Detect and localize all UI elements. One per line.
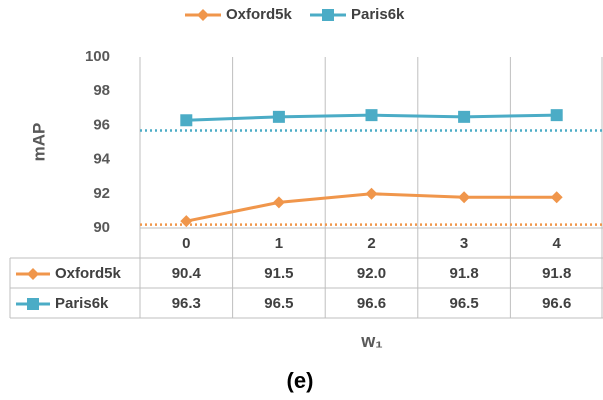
x-tick-label: 3 bbox=[460, 235, 468, 252]
table-value: 91.5 bbox=[264, 265, 293, 282]
y-tick-label: 94 bbox=[93, 151, 110, 168]
x-tick-label: 4 bbox=[553, 235, 562, 252]
marker bbox=[322, 9, 334, 21]
row-label: Paris6k bbox=[55, 295, 109, 312]
x-tick-label: 2 bbox=[367, 235, 375, 252]
x-tick-label: 0 bbox=[182, 235, 190, 252]
table-value: 92.0 bbox=[357, 265, 386, 282]
y-tick-label: 92 bbox=[93, 185, 110, 202]
table-value: 90.4 bbox=[172, 265, 202, 282]
y-tick-label: 96 bbox=[93, 116, 110, 133]
marker bbox=[550, 191, 563, 204]
y-axis-label: mAP bbox=[29, 123, 48, 162]
table-value: 96.5 bbox=[449, 295, 478, 312]
table-value: 96.3 bbox=[172, 295, 201, 312]
table-value: 91.8 bbox=[542, 265, 571, 282]
marker bbox=[180, 215, 193, 228]
table-value: 96.6 bbox=[357, 295, 386, 312]
row-label: Oxford5k bbox=[55, 265, 122, 282]
y-tick-label: 98 bbox=[93, 82, 110, 99]
x-axis-label: w₁ bbox=[360, 331, 382, 351]
marker bbox=[272, 196, 285, 209]
legend-label: Paris6k bbox=[351, 6, 405, 23]
marker bbox=[180, 114, 193, 127]
marker bbox=[365, 187, 378, 200]
marker bbox=[197, 9, 209, 21]
marker bbox=[272, 110, 285, 123]
x-tick-label: 1 bbox=[275, 235, 283, 252]
marker bbox=[27, 298, 39, 310]
y-tick-label: 100 bbox=[85, 48, 110, 65]
caption: (e) bbox=[287, 368, 314, 393]
table-value: 96.6 bbox=[542, 295, 571, 312]
table-value: 91.8 bbox=[449, 265, 478, 282]
legend-label: Oxford5k bbox=[226, 6, 293, 23]
marker bbox=[365, 109, 378, 122]
marker bbox=[458, 191, 471, 204]
marker bbox=[27, 268, 39, 280]
marker bbox=[550, 109, 563, 122]
table-value: 96.5 bbox=[264, 295, 293, 312]
y-tick-label: 90 bbox=[93, 219, 110, 236]
marker bbox=[458, 110, 471, 123]
